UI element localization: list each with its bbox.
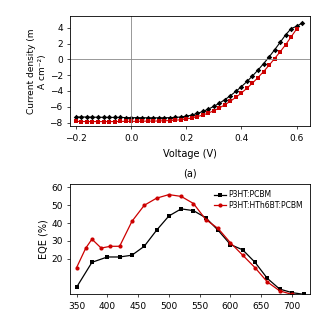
Y-axis label: Current density (m
A cm⁻²): Current density (m A cm⁻²) [27,28,47,114]
P3HT:PCBM [75,285,78,289]
P3HT:HTh6BT:PCBM [216,227,220,230]
P3HT:HTh6BT:PCBM [90,237,94,241]
P3HT:PCBM [302,292,306,296]
P3HT:HTh6BT:PCBM [118,244,122,248]
P3HT:HTh6BT:PCBM [253,266,257,269]
P3HT:PCBM [130,253,134,257]
P3HT:HTh6BT:PCBM [84,246,88,250]
P3HT:HTh6BT:PCBM [108,244,112,248]
P3HT:HTh6BT:PCBM [99,246,103,250]
P3HT:HTh6BT:PCBM [192,202,196,205]
Legend: P3HT:PCBM, P3HT:HTh6BT:PCBM: P3HT:PCBM, P3HT:HTh6BT:PCBM [213,189,304,212]
P3HT:HTh6BT:PCBM [75,266,78,269]
P3HT:PCBM [192,209,196,212]
P3HT:HTh6BT:PCBM [265,280,269,284]
P3HT:PCBM [265,276,269,280]
Line: P3HT:PCBM: P3HT:PCBM [75,207,306,297]
P3HT:PCBM [204,216,208,220]
P3HT:PCBM [253,260,257,264]
Y-axis label: EQE (%): EQE (%) [38,219,49,259]
P3HT:HTh6BT:PCBM [130,220,134,223]
P3HT:PCBM [118,255,122,259]
P3HT:PCBM [216,228,220,232]
P3HT:PCBM [228,243,232,246]
P3HT:HTh6BT:PCBM [241,253,244,257]
P3HT:HTh6BT:PCBM [290,292,294,296]
P3HT:PCBM [167,214,171,218]
P3HT:HTh6BT:PCBM [204,218,208,221]
P3HT:PCBM [105,255,109,259]
P3HT:PCBM [278,287,282,291]
P3HT:HTh6BT:PCBM [278,289,282,293]
P3HT:HTh6BT:PCBM [228,241,232,245]
P3HT:PCBM [241,248,244,252]
P3HT:PCBM [179,207,183,211]
P3HT:PCBM [290,291,294,294]
P3HT:HTh6BT:PCBM [179,195,183,198]
P3HT:HTh6BT:PCBM [155,196,158,200]
Text: (a): (a) [184,168,197,179]
P3HT:PCBM [155,228,158,232]
P3HT:HTh6BT:PCBM [167,193,171,196]
X-axis label: Voltage (V): Voltage (V) [164,149,217,159]
Line: P3HT:HTh6BT:PCBM: P3HT:HTh6BT:PCBM [75,193,294,297]
P3HT:PCBM [142,244,146,248]
P3HT:HTh6BT:PCBM [142,204,146,207]
P3HT:PCBM [90,260,94,264]
